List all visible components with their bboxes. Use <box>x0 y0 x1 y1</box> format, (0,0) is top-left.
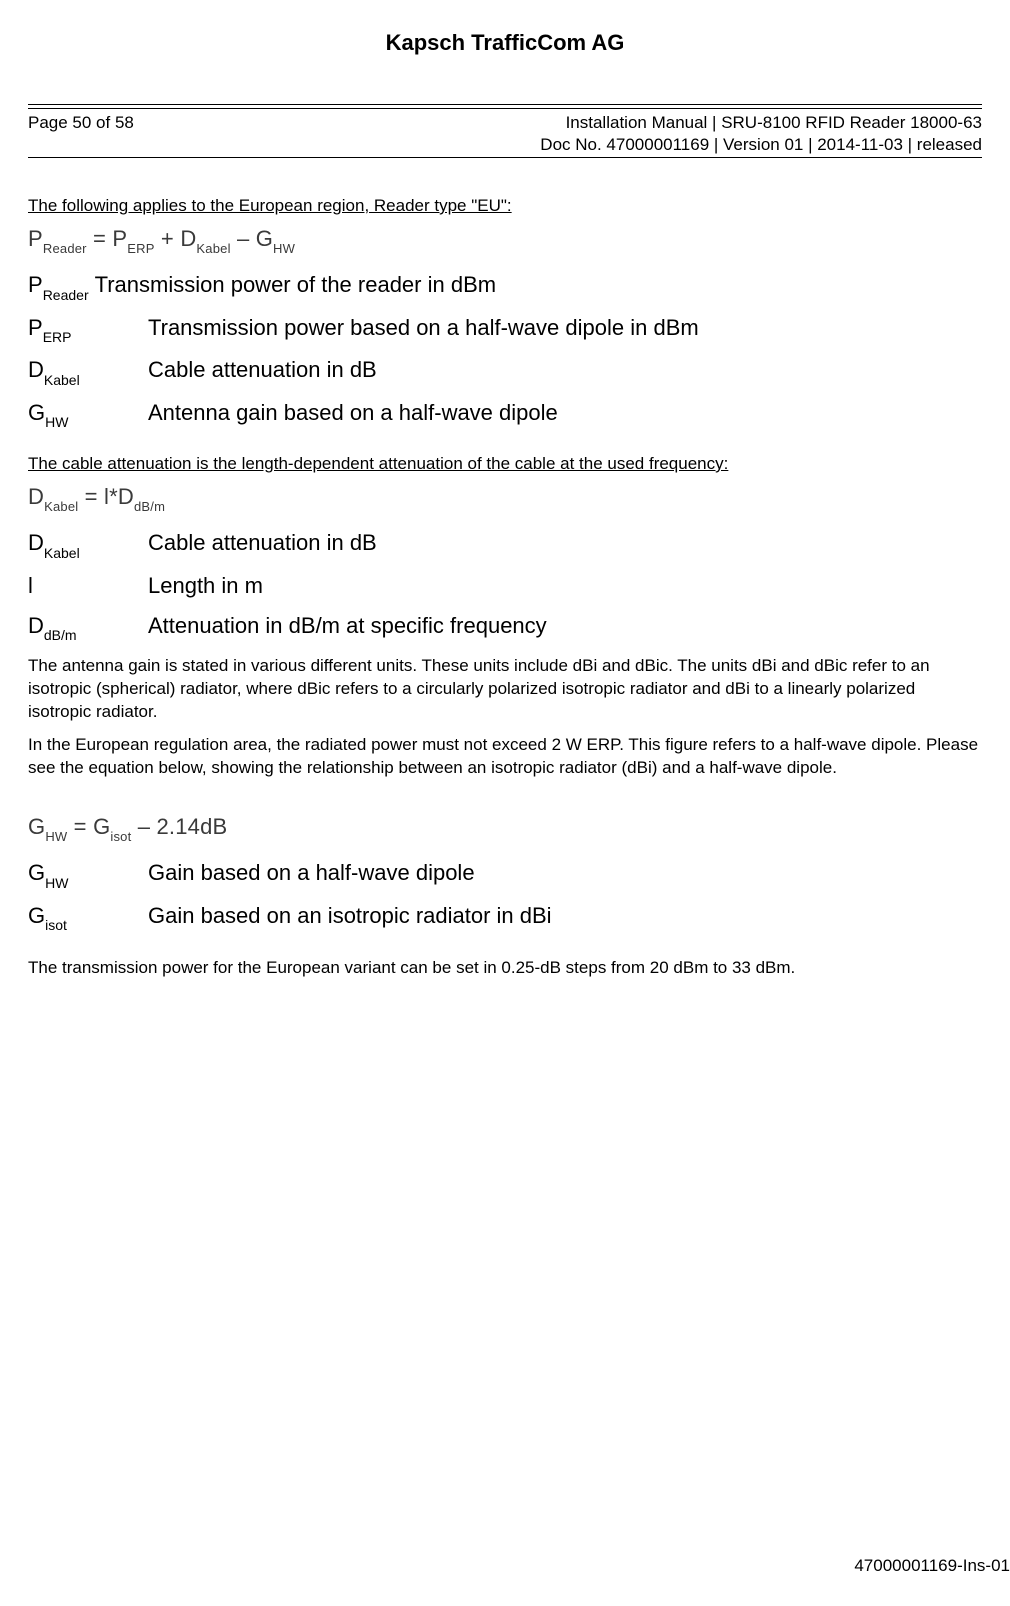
header-rule-under <box>28 157 982 158</box>
def-desc: Antenna gain based on a half-wave dipole <box>148 400 558 426</box>
def-symbol: l <box>28 573 148 599</box>
def-row: DKabel Cable attenuation in dB <box>28 530 982 558</box>
def-symbol-sub: Reader <box>43 287 89 303</box>
section1-heading: The following applies to the European re… <box>28 196 982 216</box>
def-desc: Cable attenuation in dB <box>148 530 377 556</box>
doc-title: Installation Manual | SRU-8100 RFID Read… <box>540 113 982 133</box>
def-symbol-main: D <box>28 530 44 555</box>
def-symbol-sub: Kabel <box>44 372 80 388</box>
section2-para2: In the European regulation area, the rad… <box>28 734 982 780</box>
def-desc: Gain based on an isotropic radiator in d… <box>148 903 552 929</box>
def-symbol-main: G <box>28 903 45 928</box>
def-symbol-sub: HW <box>45 414 68 430</box>
company-title: Kapsch TrafficCom AG <box>28 30 982 56</box>
formula-term: P <box>28 226 43 251</box>
def-symbol-sub: ERP <box>43 329 72 345</box>
formula-op: = l* <box>78 484 118 509</box>
formula-term: D <box>118 484 134 509</box>
def-symbol: PReader <box>28 272 89 300</box>
section2-defs: DKabel Cable attenuation in dB l Length … <box>28 530 982 641</box>
formula-preader: PReader = PERP + DKabel – GHW <box>28 226 982 254</box>
formula-term: D <box>28 484 44 509</box>
formula-term: G <box>93 814 110 839</box>
def-symbol-main: G <box>28 400 45 425</box>
formula-term: G <box>256 226 273 251</box>
def-desc: Length in m <box>148 573 263 599</box>
formula-op: + <box>155 226 181 251</box>
def-row: Gisot Gain based on an isotropic radiato… <box>28 903 982 931</box>
page: Kapsch TrafficCom AG Page 50 of 58 Insta… <box>0 0 1010 1606</box>
def-row: DKabel Cable attenuation in dB <box>28 357 982 385</box>
section2-heading: The cable attenuation is the length-depe… <box>28 454 982 474</box>
def-row: l Length in m <box>28 573 982 599</box>
section1-defs: PReader Transmission power of the reader… <box>28 272 982 428</box>
body: The following applies to the European re… <box>28 196 982 980</box>
formula-sub: HW <box>45 829 67 844</box>
def-row: PReader Transmission power of the reader… <box>28 272 982 300</box>
def-symbol-sub: isot <box>45 917 67 933</box>
formula-sub: HW <box>273 241 295 256</box>
def-desc: Cable attenuation in dB <box>148 357 377 383</box>
def-row: GHW Antenna gain based on a half-wave di… <box>28 400 982 428</box>
def-symbol-main: G <box>28 860 45 885</box>
def-symbol-sub: dB/m <box>44 627 77 643</box>
def-row: GHW Gain based on a half-wave dipole <box>28 860 982 888</box>
def-desc: Gain based on a half-wave dipole <box>148 860 475 886</box>
formula-sub: dB/m <box>134 499 165 514</box>
formula-term: D <box>180 226 196 251</box>
formula-dkabel: DKabel = l*DdB/m <box>28 484 982 512</box>
formula-sub: isot <box>110 829 131 844</box>
def-symbol-main: D <box>28 357 44 382</box>
formula-op: – <box>231 226 256 251</box>
def-symbol: DKabel <box>28 530 148 558</box>
def-symbol: GHW <box>28 860 148 888</box>
formula-op: = <box>67 814 93 839</box>
section2-para1: The antenna gain is stated in various di… <box>28 655 982 724</box>
doc-meta: Doc No. 47000001169 | Version 01 | 2014-… <box>540 135 982 155</box>
def-desc: Transmission power based on a half-wave … <box>148 315 699 341</box>
def-desc: Transmission power of the reader in dBm <box>95 272 496 298</box>
def-desc: Attenuation in dB/m at specific frequenc… <box>148 613 547 639</box>
formula-sub: Kabel <box>44 499 78 514</box>
def-row: PERP Transmission power based on a half-… <box>28 315 982 343</box>
formula-term: G <box>28 814 45 839</box>
formula-sub: Reader <box>43 241 87 256</box>
formula-sub: Kabel <box>196 241 230 256</box>
formula-tail: – 2.14dB <box>131 814 227 839</box>
def-symbol-main: P <box>28 272 43 297</box>
page-number: Page 50 of 58 <box>28 113 134 155</box>
def-symbol: Gisot <box>28 903 148 931</box>
formula-term: P <box>112 226 127 251</box>
def-symbol: DKabel <box>28 357 148 385</box>
def-symbol: DdB/m <box>28 613 148 641</box>
formula-sub: ERP <box>127 241 154 256</box>
def-symbol: PERP <box>28 315 148 343</box>
section3-defs: GHW Gain based on a half-wave dipole Gis… <box>28 860 982 931</box>
def-symbol-main: P <box>28 315 43 340</box>
def-symbol-sub: Kabel <box>44 545 80 561</box>
formula-op: = <box>87 226 113 251</box>
def-symbol: GHW <box>28 400 148 428</box>
header-meta: Page 50 of 58 Installation Manual | SRU-… <box>28 109 982 157</box>
def-symbol-main: l <box>28 573 33 598</box>
footer-doc-id: 47000001169-Ins-01 <box>854 1556 1010 1576</box>
def-row: DdB/m Attenuation in dB/m at specific fr… <box>28 613 982 641</box>
formula-ghw: GHW = Gisot – 2.14dB <box>28 814 982 842</box>
def-symbol-main: D <box>28 613 44 638</box>
section3-para: The transmission power for the European … <box>28 957 982 980</box>
